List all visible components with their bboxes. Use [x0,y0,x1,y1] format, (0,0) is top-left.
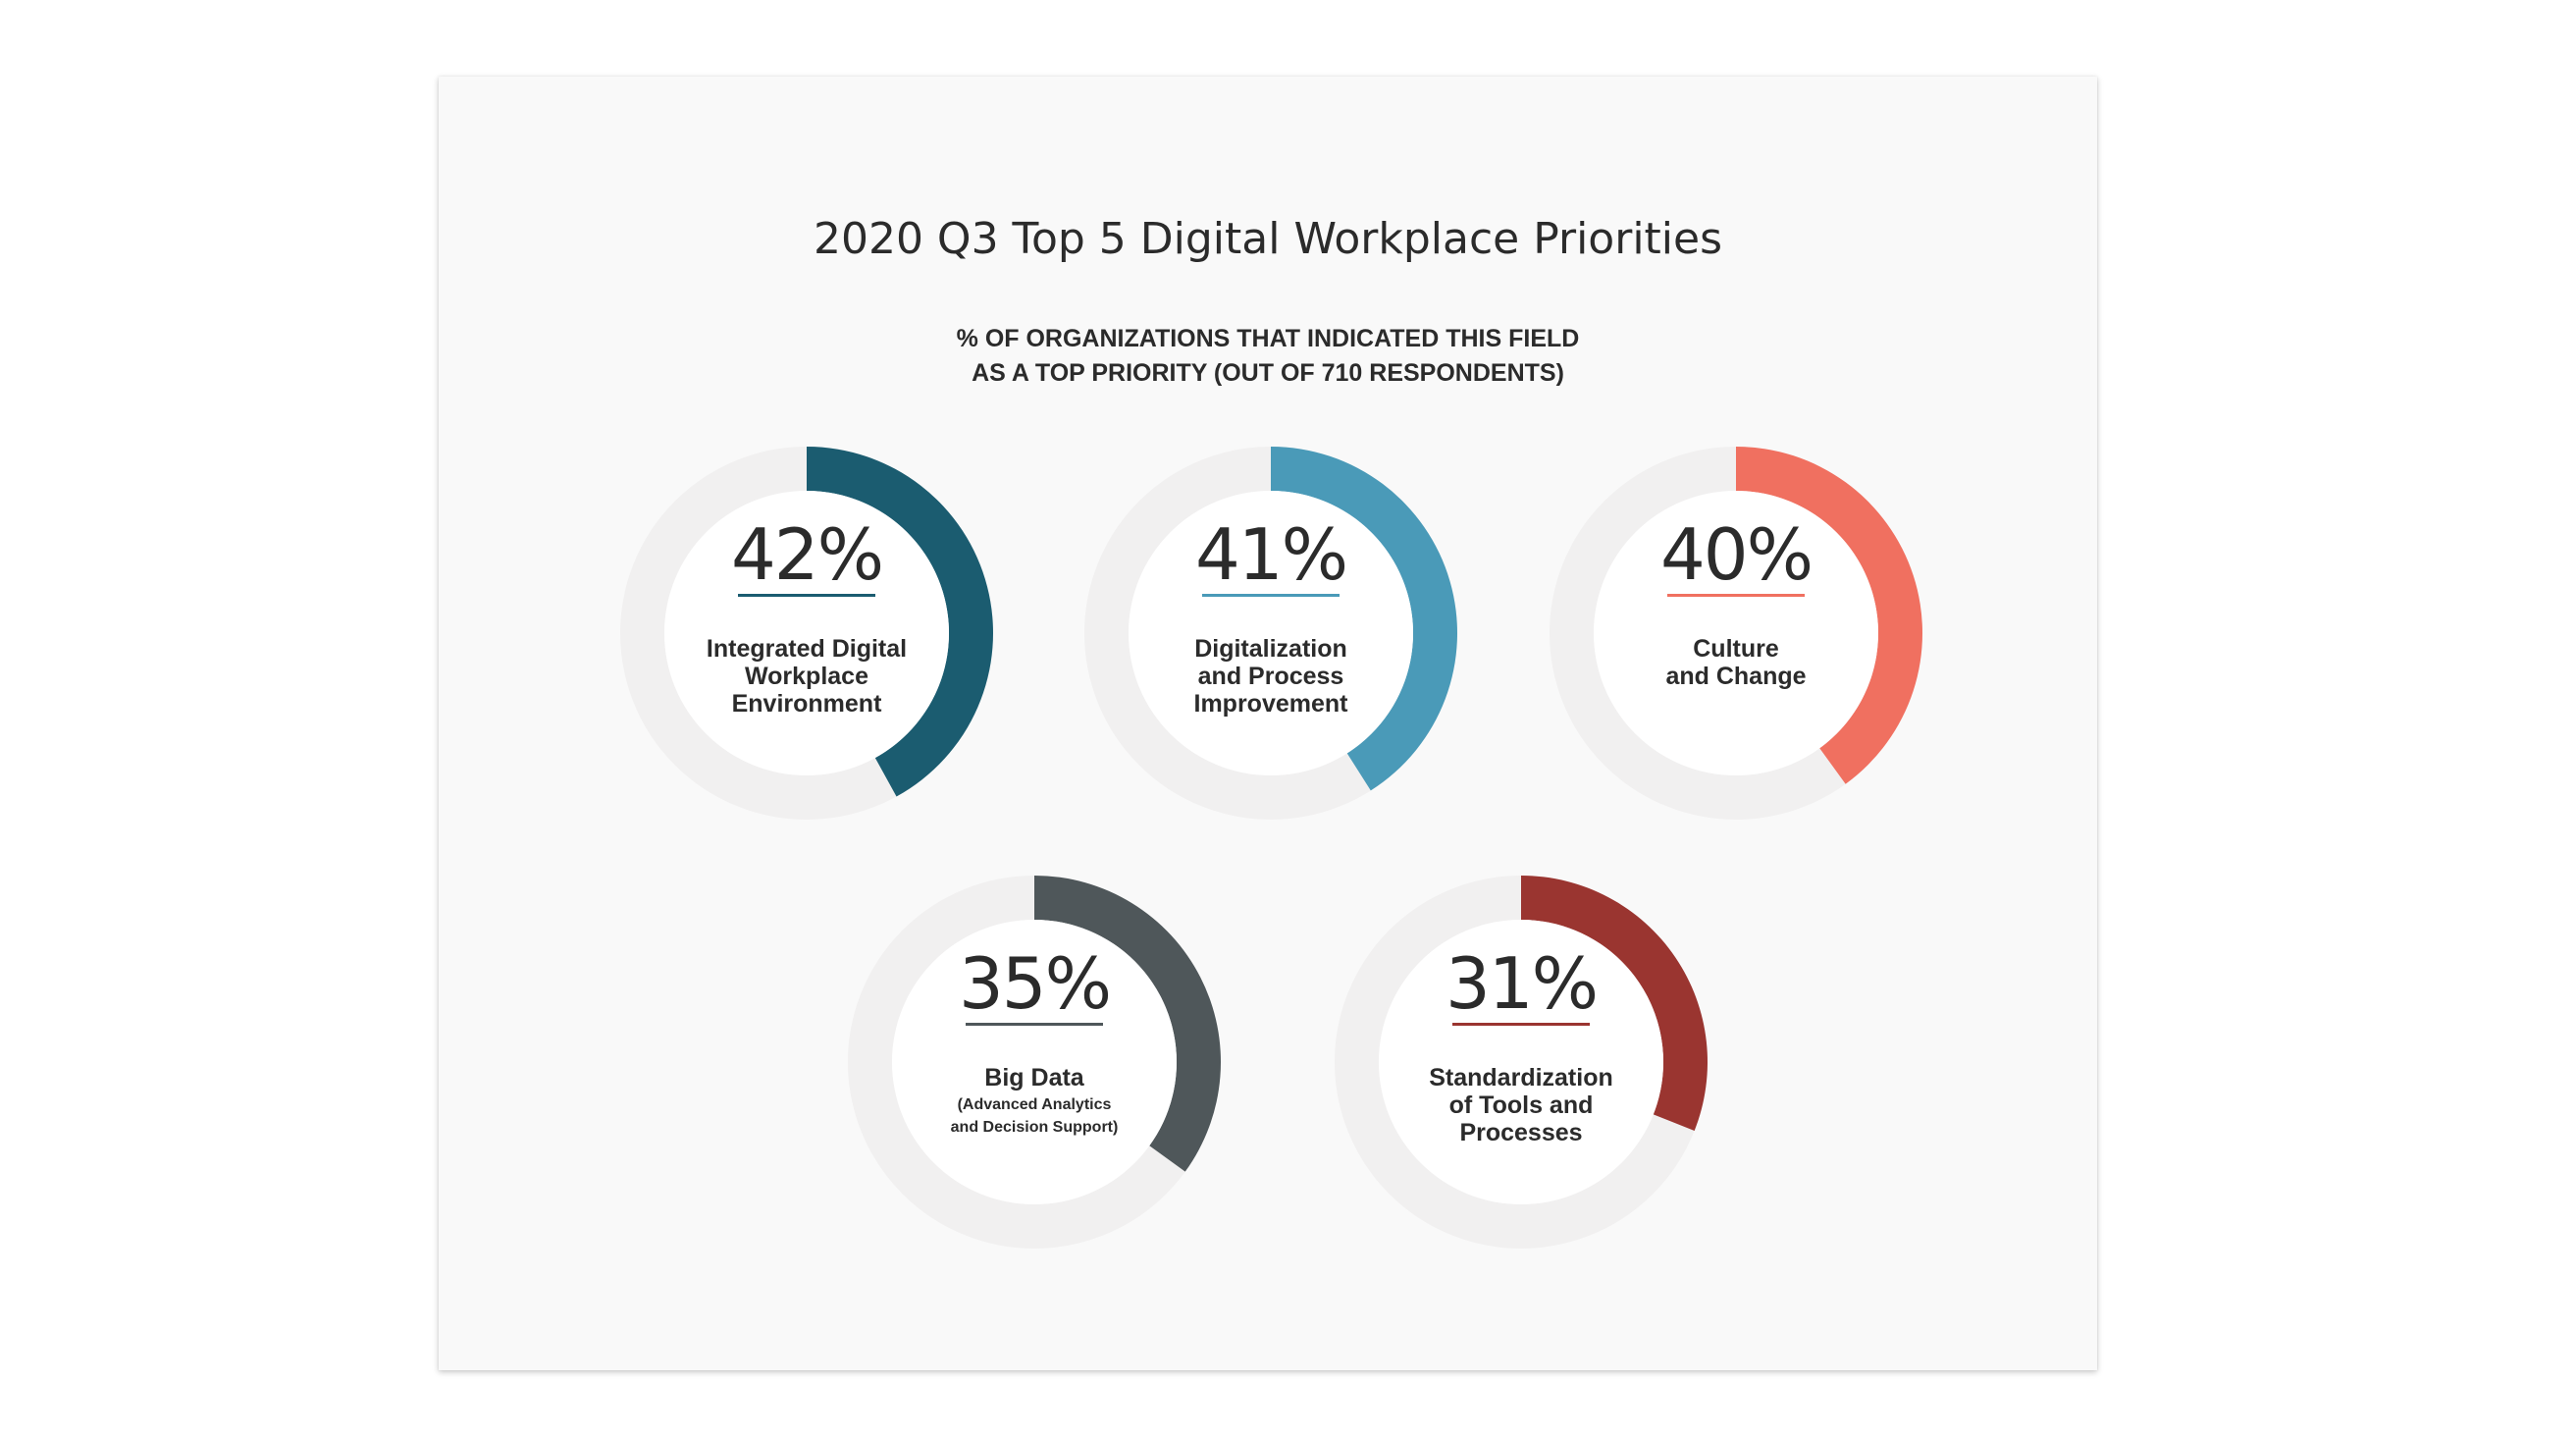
percent-underline [1202,594,1340,597]
percent-underline [966,1023,1103,1026]
donut-1: 42% Integrated DigitalWorkplaceEnvironmen… [620,447,994,820]
category-sublabel: (Advanced Analytics [958,1096,1112,1113]
percent-label: 41% [1195,513,1346,596]
donut-inner [892,920,1177,1204]
category-label: of Tools and [1449,1091,1594,1119]
donut-inner [1379,920,1663,1204]
donut-value-arc [1271,447,1457,791]
category-label: Big Data [984,1064,1085,1091]
percent-label: 40% [1660,513,1812,596]
chart-title: 2020 Q3 Top 5 Digital Workplace Prioriti… [813,214,1723,264]
percent-underline [738,594,875,597]
category-label: Digitalization [1194,635,1347,663]
category-label: Improvement [1194,690,1349,718]
category-label: Environment [732,690,882,718]
percent-label: 42% [731,513,882,596]
category-label: Processes [1459,1119,1582,1146]
percent-underline [1452,1023,1590,1026]
donut-4: 35% Big Data (Advanced Analytics and Decisi… [848,876,1221,1249]
category-label: Workplace [745,663,868,690]
category-label: Standardization [1429,1064,1613,1091]
chart-subtitle-line-2: AS A TOP PRIORITY (OUT OF 710 RESPONDENT… [972,359,1564,387]
category-label: and Change [1665,663,1806,690]
category-label: Culture [1693,635,1779,663]
category-sublabel: and Decision Support) [951,1119,1119,1136]
percent-underline [1667,594,1805,597]
percent-label: 35% [959,942,1110,1025]
donut-inner [1129,491,1413,775]
donut-value-arc [1736,447,1922,784]
donut-inner [664,491,949,775]
donut-value-arc [807,447,994,797]
donut-value-arc [1521,876,1709,1131]
category-label: and Process [1198,663,1344,690]
percent-label: 31% [1446,942,1597,1025]
donut-inner [1594,491,1878,775]
category-label: Integrated Digital [707,635,907,663]
chart-subtitle-line-1: % OF ORGANIZATIONS THAT INDICATED THIS F… [956,325,1580,352]
donut-value-arc [1034,876,1221,1172]
